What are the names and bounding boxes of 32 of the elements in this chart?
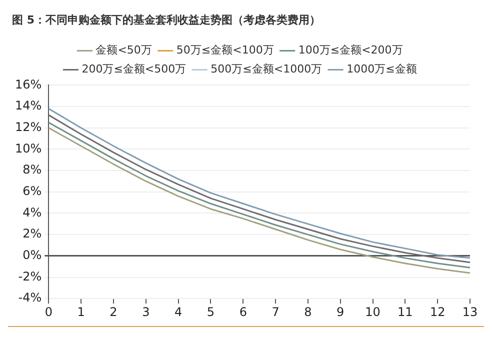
x-tick-label: 12 <box>430 304 446 319</box>
y-tick-label: 6% <box>22 184 42 198</box>
x-tick-label: 2 <box>110 304 118 319</box>
y-tick-label: -4% <box>18 290 42 305</box>
y-tick-label: 2% <box>22 226 42 241</box>
x-tick-label: 3 <box>142 304 150 319</box>
x-tick-label: 13 <box>462 304 478 319</box>
legend-label: 100万≤金额<200万 <box>298 44 403 57</box>
legend-label: 500万≤金额<1000万 <box>210 62 322 76</box>
y-tick-label: 16% <box>15 77 42 92</box>
y-tick-label: 12% <box>15 120 42 134</box>
x-tick-label: 9 <box>336 304 344 319</box>
x-tick-label: 10 <box>365 304 380 319</box>
legend-label: 1000万≤金额 <box>346 62 417 76</box>
legend-label: 50万≤金额<100万 <box>176 44 274 57</box>
legend-label: 200万≤金额<500万 <box>82 62 186 76</box>
x-tick-label: 1 <box>77 304 85 319</box>
legend-label: 金额<50万 <box>96 44 152 57</box>
x-tick-label: 4 <box>174 304 182 319</box>
x-tick-label: 6 <box>239 304 247 319</box>
y-tick-label: 4% <box>22 205 42 220</box>
y-tick-label: 8% <box>22 162 42 177</box>
y-tick-label: 0% <box>22 248 42 262</box>
y-tick-label: -2% <box>18 269 42 284</box>
y-tick-label: 14% <box>15 98 42 113</box>
chart-title: 图 5：不同申购金额下的基金套利收益走势图（考虑各类费用） <box>12 13 320 26</box>
y-tick-label: 10% <box>15 141 42 156</box>
x-tick-label: 0 <box>44 304 52 319</box>
x-tick-label: 5 <box>206 304 215 319</box>
x-tick-label: 8 <box>304 304 312 319</box>
x-tick-label: 11 <box>398 304 413 319</box>
x-tick-label: 7 <box>272 304 280 319</box>
